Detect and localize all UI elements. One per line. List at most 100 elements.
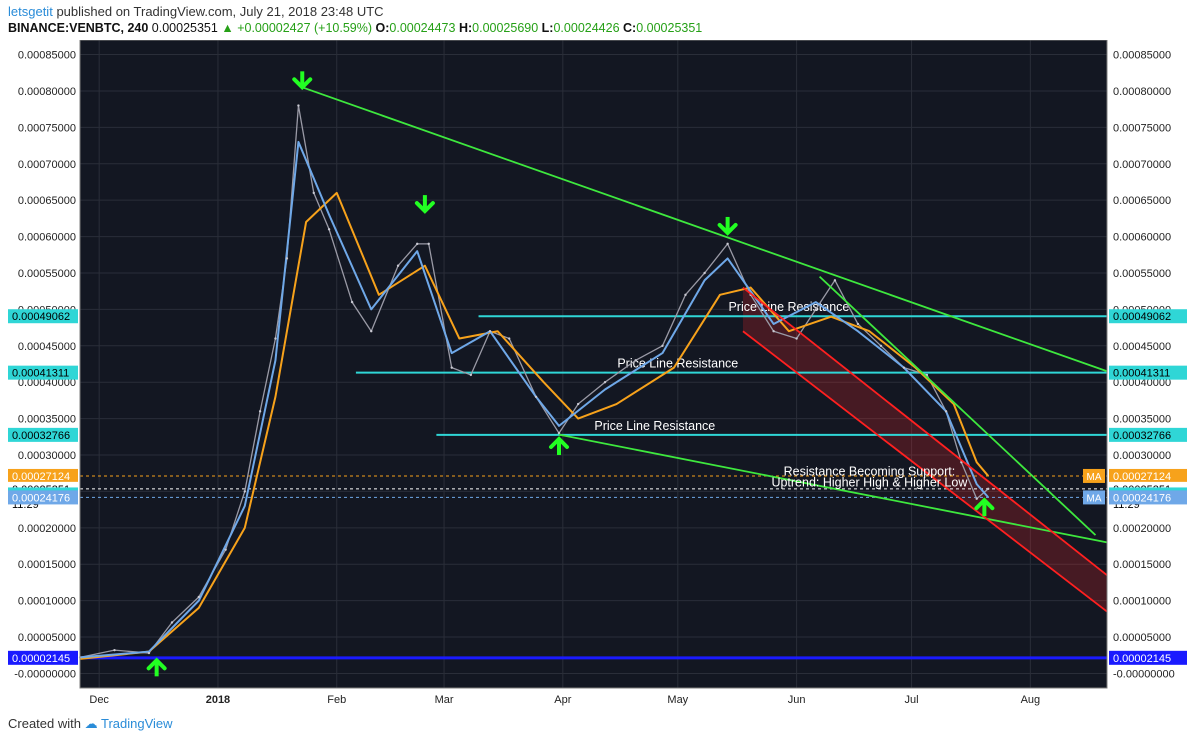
y-tick-label-left: 0.00075000	[18, 122, 76, 134]
footer: Created with ☁ TradingView	[8, 716, 173, 732]
y-tick-label-right: 0.00070000	[1113, 159, 1171, 171]
price-point	[944, 410, 948, 413]
price-point	[350, 300, 354, 304]
price-point	[469, 373, 473, 377]
high-label: H:	[458, 21, 473, 35]
price-point	[856, 322, 860, 326]
arrow-down-icon	[292, 71, 313, 91]
price-tag-right: 0.00024176	[1113, 492, 1171, 504]
y-tick-label-right: 0.00055000	[1113, 268, 1171, 280]
level-label: Price Line Resistance	[617, 357, 738, 371]
level-price-tag-right: 0.00049062	[1113, 311, 1171, 323]
symbol-line: BINANCE:VENBTC, 240 0.00025351 ▲ +0.0000…	[8, 21, 702, 35]
arrow-down-icon	[717, 216, 738, 236]
level-price-tag-left-bg	[8, 365, 78, 380]
level-price-tag-left-bg	[8, 650, 78, 665]
annotation-text: Resistance Becoming Support:	[784, 464, 956, 478]
y-tick-label-right: -0.00000000	[1113, 668, 1175, 680]
chart-area[interactable]: 0.00085000 0.00085000 0.00080000 0.00080000…	[0, 39, 1188, 710]
x-tick-label: Jul	[905, 694, 919, 706]
y-tick-label-right: 0.00045000	[1113, 341, 1171, 353]
price-point	[987, 487, 990, 491]
price-point	[879, 344, 883, 347]
tradingview-link[interactable]: TradingView	[101, 716, 173, 731]
ma-tag-bg	[1083, 468, 1105, 483]
low-value: 0.00024426	[553, 21, 620, 35]
plot-area	[80, 40, 1107, 688]
y-tick-label-right: 0.00010000	[1113, 596, 1171, 608]
price-point	[327, 228, 331, 231]
y-tick-label-left: 0.00020000	[18, 523, 76, 535]
price-point	[147, 651, 151, 655]
level-label: Price Line Resistance	[594, 419, 715, 433]
price-point	[243, 490, 246, 493]
y-tick-label-right: 0.00065000	[1113, 195, 1171, 207]
y-tick-label-right: 0.00040000	[1113, 377, 1171, 389]
annotation-text: Uptrend: Higher High & Higher Low	[771, 475, 968, 489]
ma-tag: MA	[1087, 472, 1102, 483]
ma-tag-bg	[1083, 490, 1105, 505]
price-chart[interactable]: 0.00085000 0.00085000 0.00080000 0.00080000…	[0, 39, 1188, 710]
x-tick-label: Apr	[554, 694, 571, 706]
price-point	[576, 402, 580, 406]
level-price-tag-right: 0.00041311	[1113, 368, 1170, 380]
ma-slow-line	[79, 191, 989, 660]
price-point	[772, 330, 775, 333]
price-point	[534, 395, 538, 398]
y-tick-label-right: 0.00060000	[1113, 232, 1171, 244]
price-point	[312, 191, 315, 195]
trend-line	[558, 433, 1108, 544]
price-point	[274, 337, 277, 340]
level-price-tag-right-bg	[1109, 365, 1187, 380]
level-price-tag-left-bg	[8, 427, 78, 442]
last-price: 0.00025351	[151, 21, 218, 35]
low-label: L:	[541, 21, 554, 35]
high-value: 0.00025690	[472, 21, 539, 35]
y-tick-label-left: 0.00060000	[18, 232, 76, 244]
level-price-tag-right: 0.00032766	[1113, 430, 1171, 442]
price-point	[396, 264, 400, 267]
level-price-tag-right-bg	[1109, 427, 1187, 442]
level-price-tag-left-bg	[8, 309, 78, 324]
arrow-up-icon	[549, 436, 570, 455]
y-tick-label-left: 0.00080000	[18, 86, 76, 98]
plot-border	[79, 39, 1108, 689]
y-tick-label-left: 0.00040000	[18, 377, 76, 389]
price-line	[79, 104, 989, 659]
y-tick-label-left: 0.00055000	[18, 268, 76, 280]
trend-line	[301, 86, 1108, 373]
published-text: published on TradingView.com, July 21, 2…	[56, 4, 384, 19]
price-point	[224, 548, 227, 551]
close-value: 0.00025351	[636, 21, 703, 35]
author-link[interactable]: letsgetit	[8, 4, 53, 19]
price-point	[902, 366, 906, 369]
price-point	[488, 330, 492, 333]
price-point	[814, 308, 817, 311]
symbol: BINANCE:VENBTC, 240	[8, 21, 149, 35]
price-point	[507, 337, 511, 340]
y-tick-label-left: 0.00010000	[18, 596, 76, 608]
y-tick-label-left: 0.00065000	[18, 195, 76, 207]
ma-tag: MA	[1087, 493, 1102, 504]
ma-fast-line	[79, 140, 989, 659]
y-tick-label-right: 0.00005000	[1113, 632, 1171, 644]
y-tick-label-right: 0.00020000	[1113, 523, 1171, 535]
x-tick-label: Mar	[435, 694, 454, 706]
price-point	[833, 279, 837, 282]
tradingview-cloud-icon: ☁	[84, 716, 98, 731]
channel-line	[742, 286, 1108, 576]
price-change: +0.00002427 (+10.59%)	[237, 21, 373, 35]
y-tick-label-right: 0.00075000	[1113, 122, 1171, 134]
y-tick-label-right: 0.00085000	[1113, 50, 1171, 62]
channel-fill	[742, 287, 1107, 612]
level-price-tag-left: 0.00049062	[12, 311, 70, 323]
x-tick-label: Dec	[89, 694, 109, 706]
y-tick-label-right: 0.00030000	[1113, 450, 1171, 462]
price-point	[370, 330, 373, 333]
created-with-text: Created with	[8, 716, 81, 731]
up-triangle-icon: ▲	[221, 21, 234, 35]
x-tick-label: 2018	[206, 694, 230, 706]
price-point	[113, 648, 116, 652]
x-tick-label: Jun	[788, 694, 806, 706]
arrow-down-icon	[414, 195, 435, 214]
